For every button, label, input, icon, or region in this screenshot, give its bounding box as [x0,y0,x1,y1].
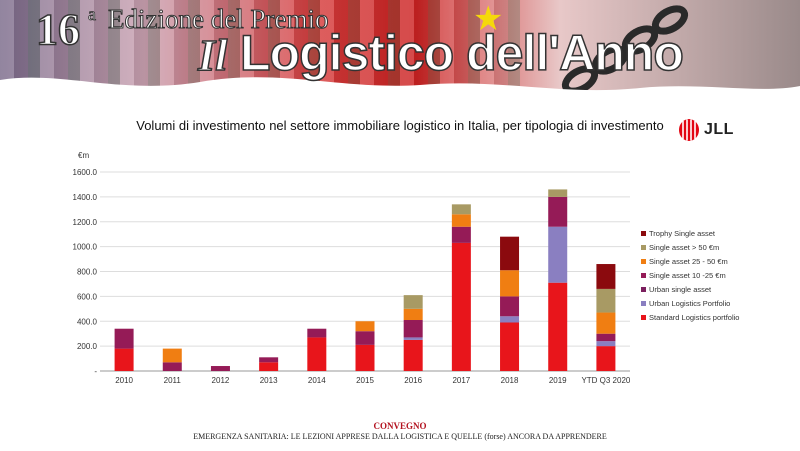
bar-segment [355,344,375,371]
bar-segment [548,282,568,371]
chart-bars [114,189,616,371]
legend-label: Urban Logistics Portfolio [649,299,730,308]
bar-segment [596,333,616,342]
bar-segment [403,337,423,340]
x-tick-label: 2012 [212,376,230,385]
legend-swatch [641,259,646,264]
x-tick-label: 2017 [452,376,470,385]
bar-chart: €m - 200.0 400.0 600.0 800.0 1000.0 1200.0 1400… [73,151,740,385]
legend-label: Trophy Single asset [649,229,716,238]
bar-segment [500,316,520,323]
bar-segment [500,322,520,371]
legend-swatch [641,231,646,236]
legend-label: Single asset > 50 €m [649,243,719,252]
x-tick-label: YTD Q3 2020 [581,376,630,385]
x-ticks: 2010 2011 2012 2013 2014 2015 2016 2017 2018 2019… [115,376,631,385]
legend-swatch [641,245,646,250]
x-tick-label: 2015 [356,376,374,385]
chart-legend: Trophy Single asset Single asset > 50 €m S… [641,229,739,322]
edition-superscript: a [88,4,97,25]
bar-segment [403,295,423,309]
y-tick-label: 1600.0 [73,168,98,177]
bar-segment [451,226,471,243]
bar-segment [355,321,375,332]
banner-wave [0,77,800,100]
y-tick-label: 600.0 [77,292,98,301]
bar-segment [451,204,471,215]
bar-segment [114,348,134,371]
y-tick-label: 800.0 [77,268,98,277]
header-banner: ★ 16 a Edizione del Premio Il Logistico … [0,0,800,100]
bar-segment [307,328,327,338]
y-tick-label: - [94,367,97,376]
bar-segment [596,288,616,313]
edition-number: 16 [35,4,81,55]
x-tick-label: 2019 [549,376,567,385]
bar-segment [451,242,471,371]
banner-title: Logistico dell'Anno [239,24,684,82]
bar-segment [403,339,423,371]
footer-event: CONVEGNO [373,421,427,431]
bar-segment [259,362,279,371]
bar-segment [259,357,279,363]
jll-mark-icon [679,119,699,141]
x-tick-label: 2014 [308,376,326,385]
bar-segment [500,236,520,271]
legend-label: Urban single asset [649,285,712,294]
bar-segment [500,296,520,317]
y-ticks: - 200.0 400.0 600.0 800.0 1000.0 1200.0 1400.0 1… [73,168,98,376]
bar-segment [548,189,568,197]
chart-title: Volumi di investimento nel settore immob… [136,118,664,133]
bar-segment [162,362,182,371]
legend-swatch [641,287,646,292]
bar-segment [596,312,616,334]
bar-segment [451,214,471,227]
bar-segment [162,348,182,363]
bar-segment [403,320,423,338]
edition-text: Edizione del Premio [107,4,329,35]
y-tick-label: 400.0 [77,317,98,326]
x-tick-label: 2018 [501,376,519,385]
legend-swatch [641,273,646,278]
jll-logo: JLL [678,117,734,143]
star-icon: ★ [473,0,504,38]
legend-label: Standard Logistics portfolio [649,313,739,322]
bar-segment [500,270,520,297]
x-tick-label: 2010 [115,376,133,385]
y-tick-label: 200.0 [77,342,98,351]
bar-segment [548,196,568,227]
bar-segment [596,264,616,289]
bar-segment [114,328,134,349]
chain-icon [561,5,689,95]
bar-segment [403,308,423,321]
y-tick-label: 1000.0 [73,243,98,252]
legend-label: Single asset 10 -25 €m [649,271,726,280]
bar-segment [210,366,230,371]
bar-segment [596,341,616,347]
bar-segment [548,226,568,283]
legend-label: Single asset 25 - 50 €m [649,257,728,266]
bar-segment [596,346,616,371]
x-tick-label: 2016 [404,376,422,385]
legend-swatch [641,315,646,320]
footer-subtitle: EMERGENZA SANITARIA: LE LEZIONI APPRESE … [193,432,607,441]
x-tick-label: 2013 [260,376,278,385]
legend-swatch [641,301,646,306]
jll-logo-text: JLL [704,121,734,138]
title-prefix: Il [197,30,228,81]
y-tick-label: 1400.0 [73,193,98,202]
bar-segment [307,337,327,371]
y-tick-label: 1200.0 [73,218,98,227]
x-tick-label: 2011 [164,376,182,385]
y-axis-label: €m [78,151,89,160]
bar-segment [355,331,375,345]
